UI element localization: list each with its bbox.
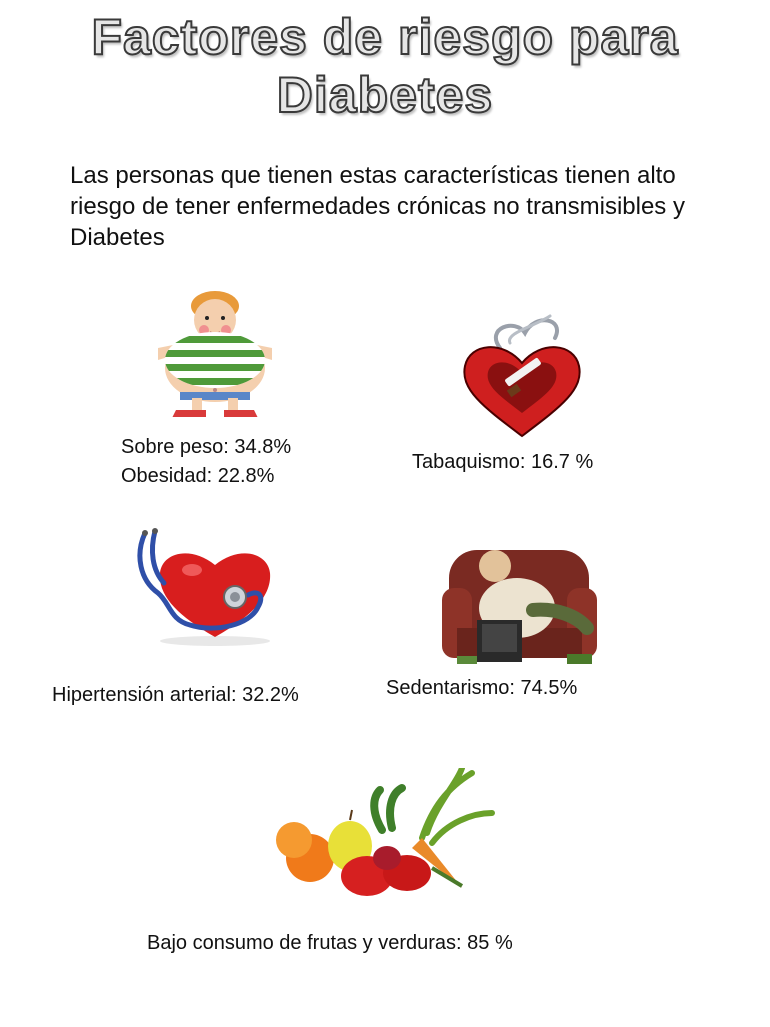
factor-obesity-line: Obesidad: 22.8% bbox=[121, 465, 275, 487]
factor-overweight-label: Sobre peso: 34.8% Obesidad: 22.8% bbox=[121, 433, 291, 491]
fruits-vegetables-icon bbox=[276, 768, 495, 896]
heart-stethoscope-icon bbox=[137, 528, 271, 646]
factor-smoking-label: Tabaquismo: 16.7 % bbox=[412, 451, 594, 473]
title-line-1: Factores de riesgo para bbox=[90, 8, 679, 66]
smoking-heart-icon bbox=[463, 314, 581, 438]
title-line-2: Diabetes bbox=[276, 66, 494, 124]
page-title: Factores de riesgo para Diabetes bbox=[0, 8, 770, 124]
overweight-child-icon bbox=[158, 291, 272, 419]
factor-fruits-vegetables-label: Bajo consumo de frutas y verduras: 85 % bbox=[147, 932, 513, 954]
factor-sedentarism-label: Sedentarismo: 74.5% bbox=[386, 677, 578, 699]
factor-overweight-line: Sobre peso: 34.8% bbox=[121, 436, 292, 458]
couch-man-tv-icon bbox=[442, 550, 597, 664]
factor-hypertension-label: Hipertensión arterial: 32.2% bbox=[52, 684, 299, 706]
intro-text: Las personas que tienen estas caracterís… bbox=[70, 162, 685, 251]
